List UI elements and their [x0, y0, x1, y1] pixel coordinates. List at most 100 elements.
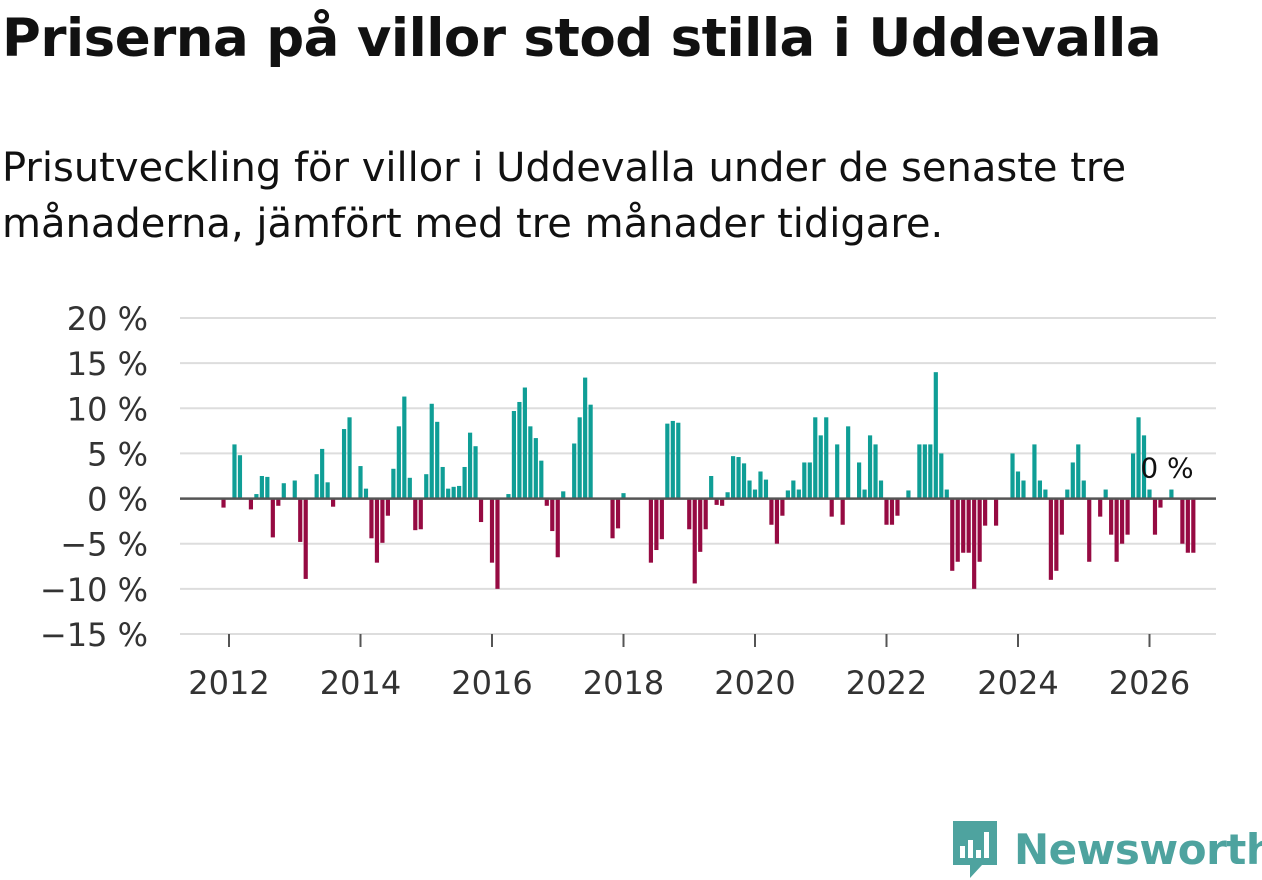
- bar: [451, 486, 456, 499]
- bar: [1048, 498, 1053, 580]
- bar: [648, 498, 653, 563]
- bar: [374, 498, 380, 563]
- x-tick-label: 2014: [320, 664, 401, 702]
- bar: [533, 438, 538, 499]
- bar: [928, 444, 933, 499]
- chart-title: Priserna på villor stod stilla i Uddeval…: [2, 8, 1162, 69]
- bar: [1141, 435, 1147, 499]
- bar: [933, 372, 938, 499]
- bar: [424, 474, 429, 499]
- x-tick-label: 2022: [846, 664, 927, 702]
- bar: [347, 417, 352, 499]
- bar: [824, 417, 829, 499]
- bar: [473, 446, 478, 499]
- bar: [698, 498, 703, 552]
- bar: [1147, 489, 1152, 499]
- bar: [325, 482, 330, 499]
- bar: [1180, 498, 1185, 544]
- bar: [1109, 498, 1114, 535]
- bar: [369, 498, 374, 539]
- bar: [917, 444, 922, 499]
- bar: [1125, 498, 1130, 535]
- bar: [254, 494, 259, 499]
- bar: [550, 498, 555, 532]
- bar: [331, 498, 336, 507]
- bar: [281, 483, 286, 499]
- bar: [429, 403, 434, 499]
- bar: [1136, 417, 1141, 499]
- bar: [966, 498, 971, 553]
- bar: [752, 489, 758, 499]
- bar: [1054, 498, 1059, 571]
- bar: [665, 423, 670, 499]
- bar: [561, 491, 566, 499]
- bar: [813, 417, 818, 499]
- bar: [774, 498, 780, 544]
- bar: [610, 498, 615, 539]
- y-tick-label: 15 %: [67, 345, 148, 383]
- y-tick-label: 5 %: [87, 435, 148, 473]
- bar: [572, 443, 577, 499]
- bar: [763, 479, 769, 499]
- x-tick-label: 2016: [451, 664, 532, 702]
- bar: [709, 476, 714, 499]
- bar: [320, 448, 325, 499]
- bar: [758, 471, 763, 499]
- bar: [780, 498, 785, 516]
- newsworthy-logo-icon: [953, 821, 997, 878]
- bar: [862, 489, 867, 499]
- bar: [654, 498, 659, 551]
- bar: [363, 488, 369, 499]
- y-tick-label: 0 %: [87, 481, 148, 519]
- bar: [993, 498, 999, 526]
- bar: [725, 492, 730, 499]
- bar: [829, 498, 834, 517]
- bar: [270, 498, 275, 538]
- bar: [1185, 498, 1190, 553]
- bar: [621, 493, 626, 499]
- x-tick-label: 2012: [188, 664, 269, 702]
- bar: [539, 460, 544, 499]
- bar: [413, 498, 418, 531]
- bar: [1158, 498, 1163, 508]
- bar: [517, 401, 522, 499]
- bar: [380, 498, 385, 543]
- x-tick-label: 2018: [583, 664, 664, 702]
- bar: [314, 474, 319, 499]
- bar: [676, 422, 681, 499]
- bar: [446, 488, 451, 499]
- y-tick-label: 20 %: [67, 300, 148, 338]
- bar: [341, 429, 347, 499]
- bar: [730, 456, 736, 499]
- bar: [785, 490, 790, 499]
- bar: [939, 453, 944, 499]
- bar: [1043, 489, 1048, 499]
- bar: [489, 498, 495, 563]
- bar: [878, 480, 884, 499]
- bar: [440, 466, 445, 499]
- bar: [873, 444, 878, 499]
- bar: [462, 466, 467, 499]
- bar: [736, 457, 741, 499]
- bar: [358, 466, 363, 499]
- chart-subtitle: Prisutveckling för villor i Uddevalla un…: [2, 145, 1127, 247]
- bar: [1103, 489, 1108, 499]
- bar: [583, 377, 588, 499]
- bar: [1021, 480, 1026, 499]
- bar: [835, 444, 840, 499]
- bar: [889, 498, 895, 525]
- x-tick-label: 2020: [714, 664, 795, 702]
- bar: [720, 498, 725, 506]
- bar: [1065, 489, 1070, 499]
- bar: [1076, 444, 1081, 499]
- bar: [522, 387, 527, 499]
- bar: [1087, 498, 1092, 562]
- y-tick-label: 10 %: [67, 390, 148, 428]
- bar: [303, 498, 308, 579]
- x-tick-label: 2024: [977, 664, 1058, 702]
- bar: [577, 417, 582, 499]
- bar: [1120, 498, 1125, 544]
- y-tick-label: −10 %: [40, 571, 148, 609]
- bar: [221, 498, 226, 508]
- bar: [659, 498, 664, 540]
